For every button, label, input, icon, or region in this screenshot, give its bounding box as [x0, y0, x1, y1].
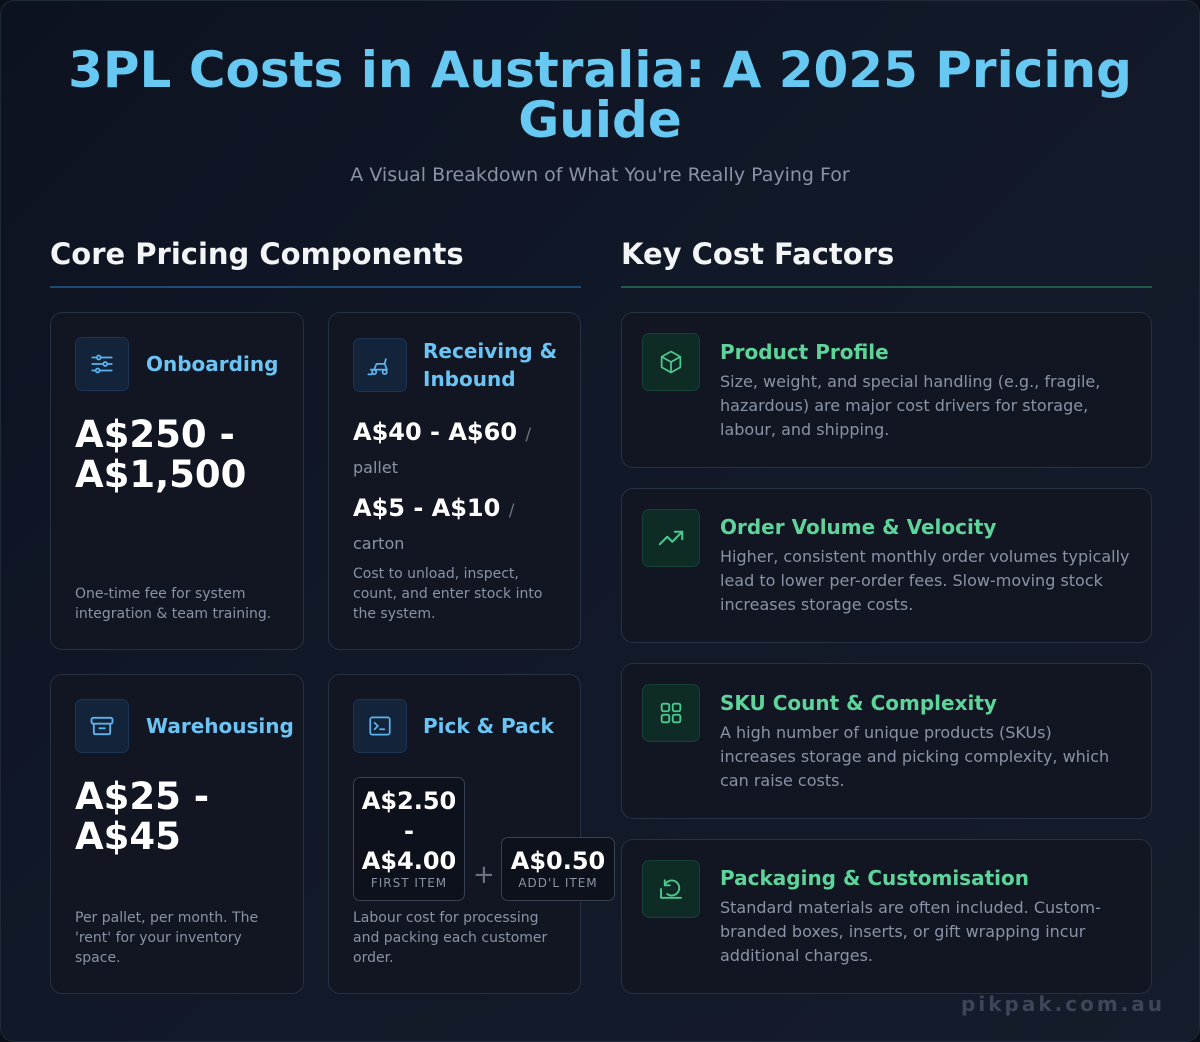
warehousing-description: Per pallet, per month. The 'rent' for yo… [75, 910, 259, 966]
core-pricing-heading: Core Pricing Components [50, 237, 464, 271]
factor-description: Size, weight, and special handling (e.g.… [720, 372, 1101, 439]
onboarding-description: One-time fee for system integration & te… [75, 586, 272, 622]
factor-description: Higher, consistent monthly order volumes… [720, 547, 1130, 614]
box-icon [642, 333, 700, 391]
factor-card-product-profile: Product Profile Size, weight, and specia… [621, 312, 1152, 468]
core-pricing-divider [50, 286, 581, 288]
terminal-icon [353, 699, 407, 753]
site-watermark: pikpak.com.au [961, 992, 1165, 1016]
factor-description: A high number of unique products (SKUs) … [720, 723, 1110, 790]
cost-factors-divider [621, 286, 1152, 288]
sliders-icon [75, 337, 129, 391]
additional-item-price: A$0.50 [510, 847, 606, 875]
onboarding-card: Onboarding A$250 - A$1,500 One-time fee … [50, 312, 304, 650]
receiving-price-carton: A$5 - A$10 / [353, 494, 515, 522]
trend-up-icon [642, 509, 700, 567]
first-item-label: FIRST ITEM [370, 876, 448, 890]
page-subtitle: A Visual Breakdown of What You're Really… [350, 164, 850, 186]
onboarding-price: A$250 - A$1,500 [75, 413, 247, 496]
receiving-price-pallet: A$40 - A$60 / [353, 418, 532, 446]
warehousing-price: A$25 - A$45 [75, 775, 210, 858]
receiving-unit-pallet: pallet [353, 458, 398, 477]
receiving-title: Receiving & Inbound [423, 339, 558, 391]
pick-pack-description: Labour cost for processing and packing e… [353, 910, 548, 966]
pick-pack-title: Pick & Pack [423, 714, 554, 738]
grid-icon [642, 684, 700, 742]
archive-icon [75, 699, 129, 753]
additional-item-price-box: A$0.50 ADD'L ITEM [501, 837, 615, 901]
factor-title: Product Profile [720, 340, 889, 364]
first-item-price-box: A$2.50 - A$4.00 FIRST ITEM [353, 777, 465, 901]
onboarding-title: Onboarding [146, 352, 279, 376]
cost-factors-heading: Key Cost Factors [621, 237, 895, 271]
page-title: 3PL Costs in Australia: A 2025 Pricing G… [68, 41, 1132, 149]
package-icon [642, 860, 700, 918]
plus-sign: + [473, 860, 495, 890]
first-item-price: A$2.50 - A$4.00 [361, 787, 457, 875]
factor-card-sku-count: SKU Count & Complexity A high number of … [621, 663, 1152, 819]
factor-card-packaging: Packaging & Customisation Standard mater… [621, 839, 1152, 994]
factor-card-order-volume: Order Volume & Velocity Higher, consiste… [621, 488, 1152, 643]
factor-description: Standard materials are often included. C… [720, 898, 1101, 965]
pick-pack-card: Pick & Pack A$2.50 - A$4.00 FIRST ITEM +… [328, 674, 615, 994]
receiving-description: Cost to unload, inspect, count, and ente… [353, 566, 543, 622]
warehousing-title: Warehousing [146, 714, 294, 738]
factor-title: Order Volume & Velocity [720, 515, 997, 539]
warehousing-card: Warehousing A$25 - A$45 Per pallet, per … [50, 674, 304, 994]
receiving-card: Receiving & Inbound A$40 - A$60 / pallet… [328, 312, 581, 650]
factor-title: Packaging & Customisation [720, 866, 1029, 890]
receiving-unit-carton: carton [353, 534, 405, 553]
additional-item-label: ADD'L ITEM [518, 876, 598, 890]
factor-title: SKU Count & Complexity [720, 691, 997, 715]
forklift-icon [353, 338, 407, 392]
